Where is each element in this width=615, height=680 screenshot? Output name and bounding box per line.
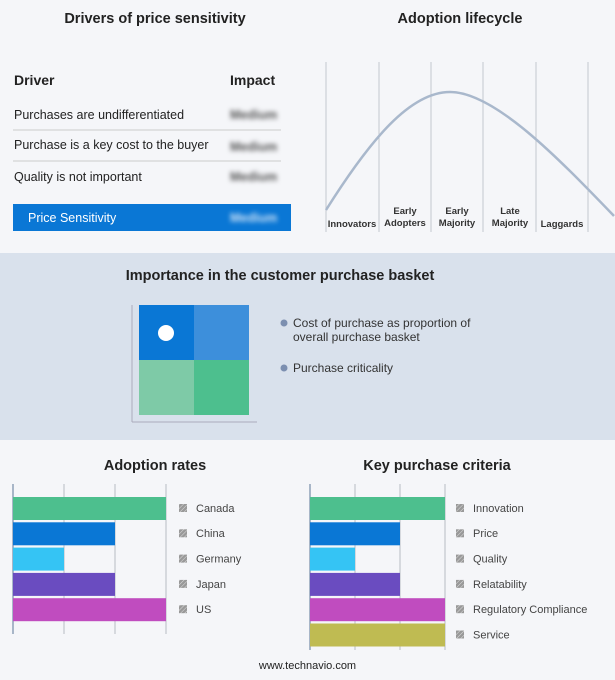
- bar: [13, 522, 115, 546]
- footer: www.technavio.com: [258, 660, 357, 672]
- category-label: Service: [473, 629, 510, 641]
- legend-icon: [179, 554, 187, 563]
- drivers-title: Drivers of price sensitivity: [64, 11, 246, 27]
- matrix-cell: [194, 360, 249, 415]
- driver-cell: Quality is not important: [14, 170, 142, 184]
- legend-icon: [179, 605, 187, 614]
- lifecycle-stage: Laggards: [540, 219, 584, 230]
- legend-icon: [456, 579, 464, 588]
- category-label: Japan: [196, 579, 226, 591]
- lifecycle-stage: Early Majority: [438, 206, 476, 229]
- legend-icon: [456, 605, 464, 614]
- bar: [13, 572, 115, 596]
- legend-icon: [456, 630, 464, 639]
- matrix-cell: [194, 305, 249, 360]
- category-label: Price: [473, 528, 498, 540]
- table-header: Driver: [14, 72, 55, 88]
- chart-title: Key purchase criteria: [363, 458, 511, 474]
- bar: [310, 572, 400, 596]
- lifecycle-stage: Early Adopters: [384, 206, 426, 229]
- impact-cell: Medium: [230, 170, 278, 184]
- summary-row: [13, 204, 291, 231]
- bar: [310, 598, 445, 622]
- category-label: Canada: [196, 503, 235, 515]
- importance-title: Importance in the customer purchase bask…: [125, 268, 435, 284]
- category-label: US: [196, 604, 211, 616]
- category-label: Regulatory Compliance: [473, 604, 587, 616]
- category-label: Innovation: [473, 503, 524, 515]
- bar: [13, 547, 64, 571]
- legend-icon: [456, 504, 464, 512]
- bar: [310, 623, 445, 647]
- category-label: Relatability: [473, 579, 527, 591]
- legend-icon: [179, 579, 187, 588]
- summary-driver: Price Sensitivity: [28, 211, 117, 225]
- impact-cell: Medium: [230, 140, 278, 154]
- matrix-cell: [139, 360, 194, 415]
- legend-icon: [456, 529, 464, 538]
- impact-cell: Medium: [230, 108, 278, 122]
- lifecycle-curve: [324, 90, 615, 217]
- legend-icon: [179, 529, 187, 538]
- table-header: Impact: [230, 72, 276, 88]
- category-label: China: [196, 528, 226, 540]
- legend-icon: [179, 504, 187, 512]
- matrix-marker: [158, 325, 174, 341]
- category-label: Quality: [473, 554, 508, 566]
- legend-bullet: [280, 319, 288, 327]
- middle-band: [0, 253, 615, 440]
- legend-icon: [456, 554, 464, 563]
- lifecycle-grid: [325, 62, 589, 232]
- lifecycle-stage: Late Majority: [491, 206, 529, 229]
- lifecycle-stage: Innovators: [327, 219, 377, 230]
- bar: [310, 522, 400, 546]
- legend-bullet: [280, 364, 288, 372]
- chart-title: Adoption rates: [104, 458, 206, 474]
- bar: [310, 547, 355, 571]
- driver-cell: Purchases are undifferentiated: [14, 108, 185, 122]
- category-label: Germany: [196, 554, 242, 566]
- bar: [13, 497, 166, 520]
- summary-impact: Medium: [230, 211, 278, 225]
- driver-cell: Purchase is a key cost to the buyer: [14, 138, 209, 152]
- lifecycle-title: Adoption lifecycle: [397, 11, 523, 27]
- bar: [13, 598, 166, 622]
- legend-label: Cost of purchase as proportion of overal…: [293, 316, 471, 344]
- bar: [310, 497, 445, 520]
- legend-label: Purchase criticality: [293, 361, 394, 375]
